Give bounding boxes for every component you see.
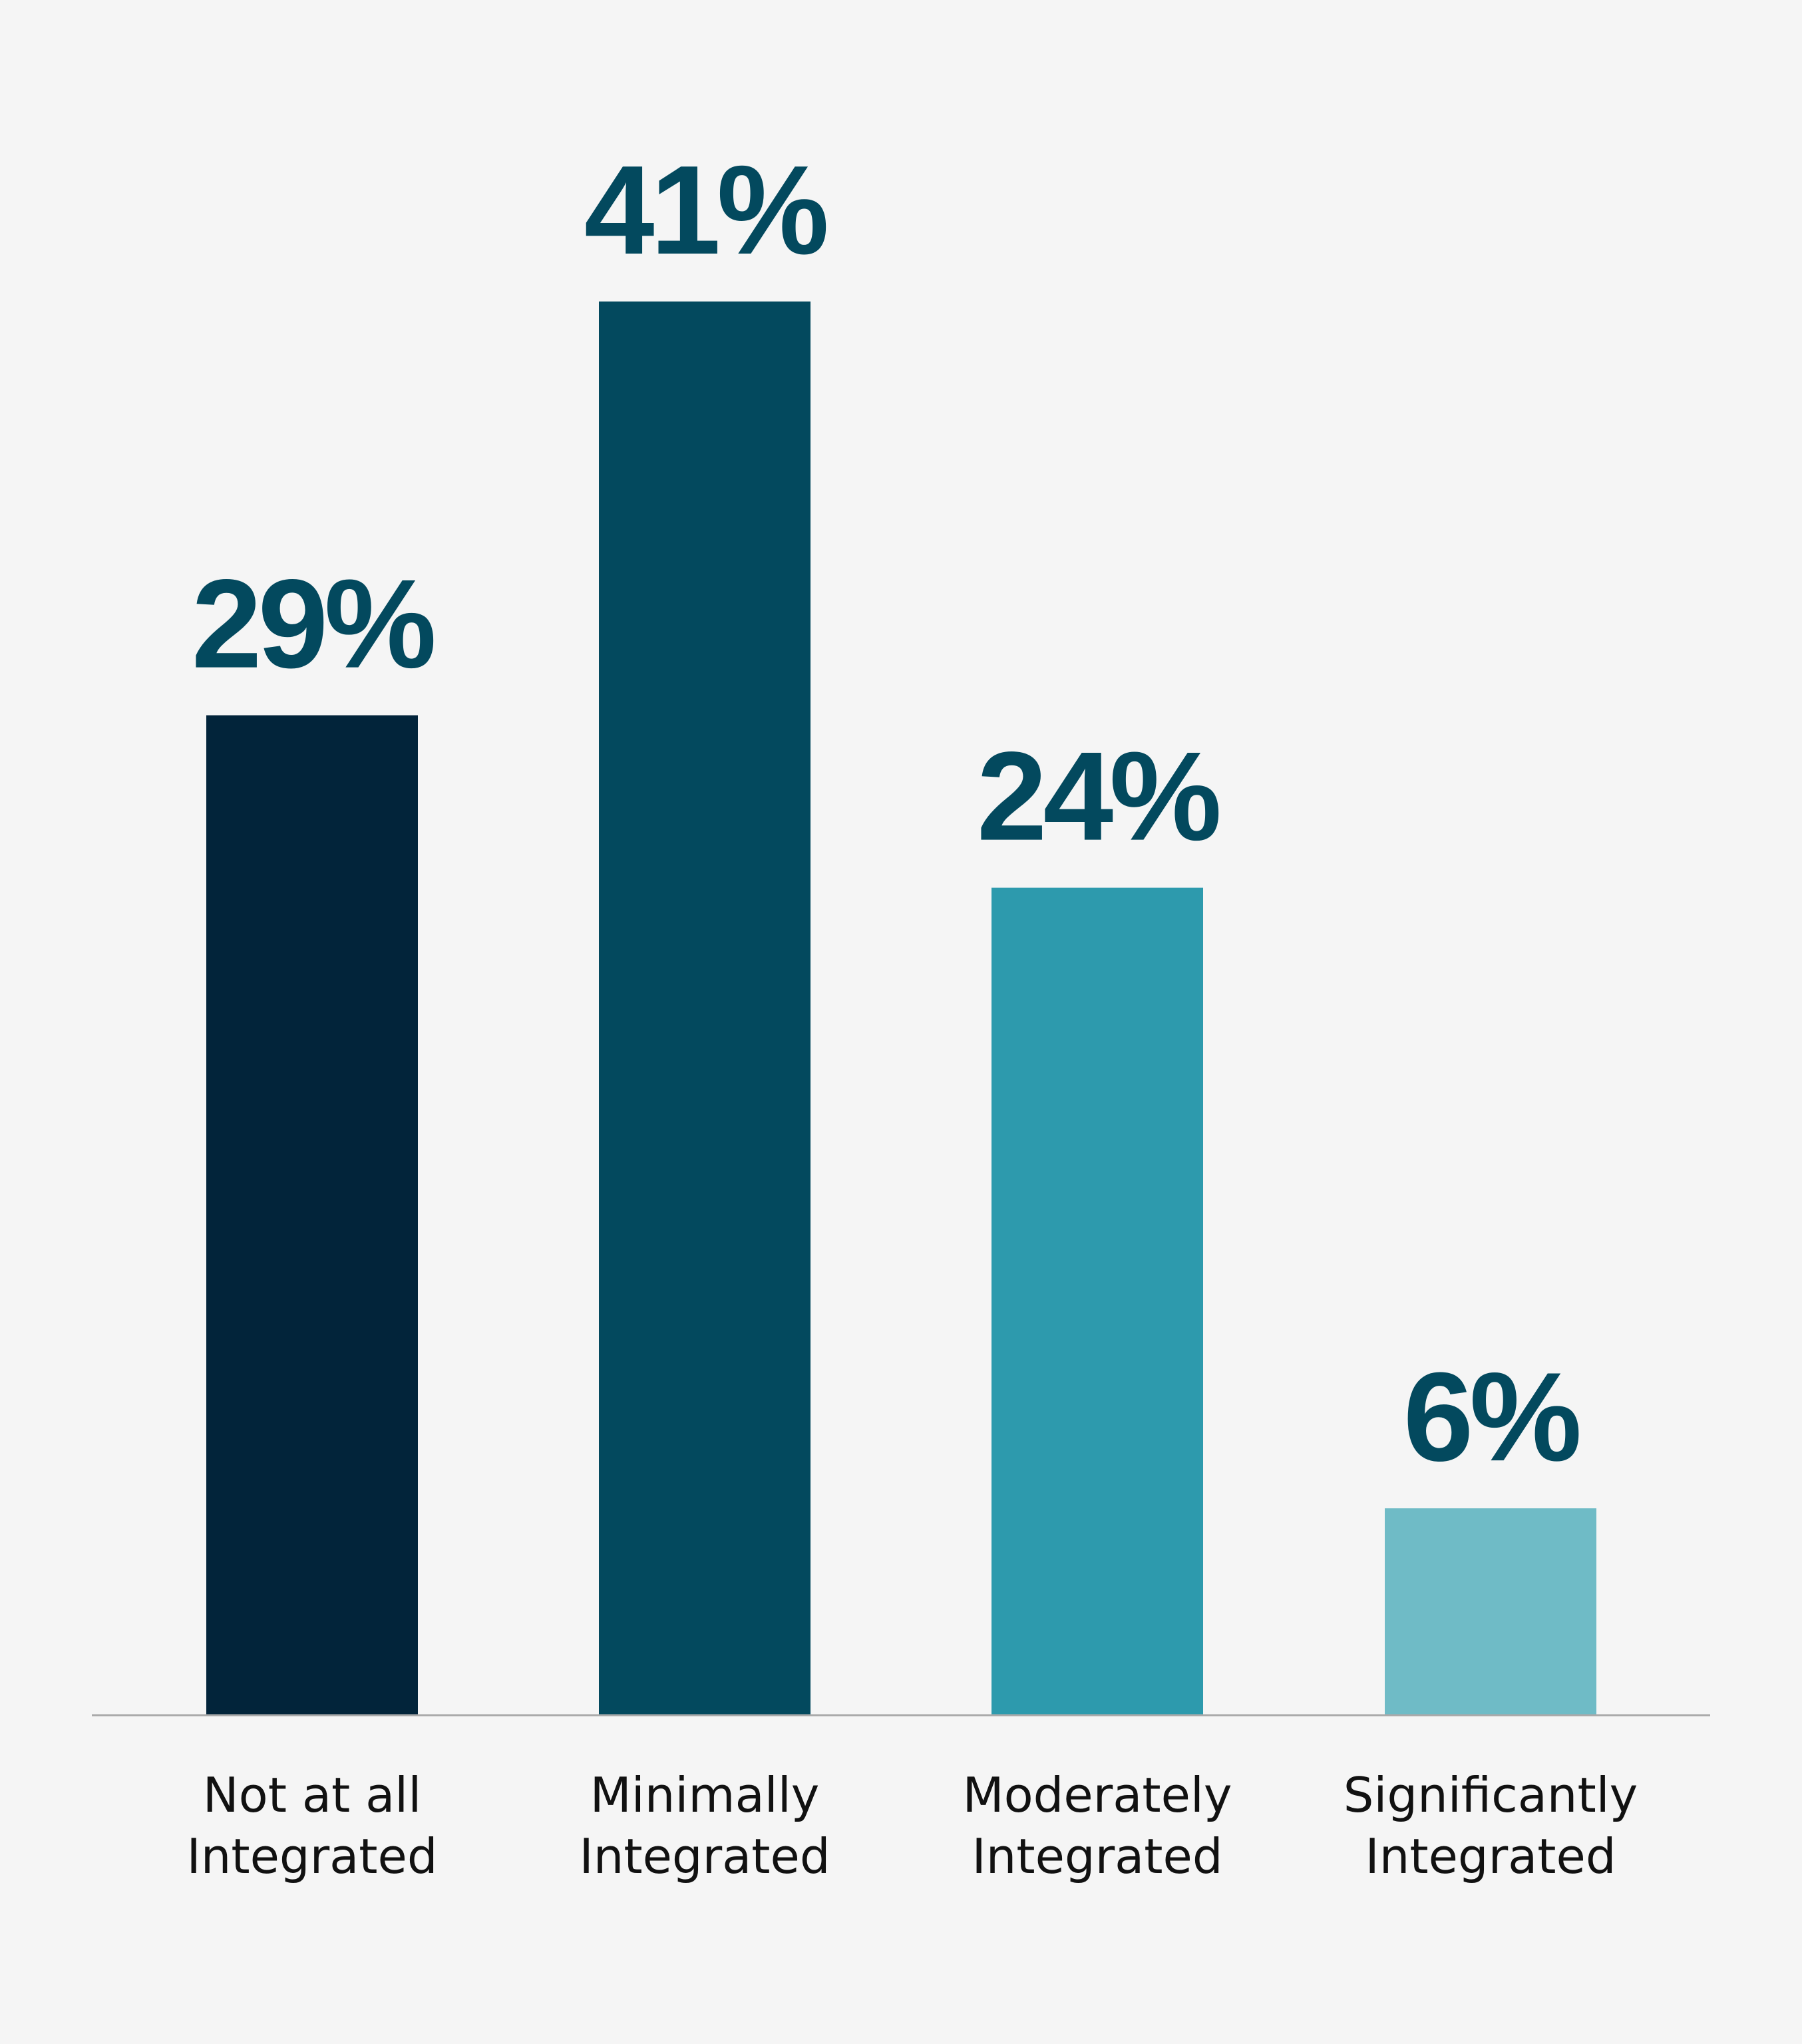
category-label-4-line-2: Integrated: [1365, 1828, 1616, 1884]
bars-group: [206, 302, 1596, 1715]
category-label-4-line-1: Significantly: [1344, 1767, 1638, 1823]
category-label-2-line-1: Minimally: [590, 1767, 820, 1823]
bar-2: [599, 302, 811, 1715]
bar-3: [991, 887, 1203, 1715]
bar-4: [1385, 1508, 1596, 1715]
category-label-3-line-1: Moderately: [962, 1767, 1232, 1823]
category-labels-group: Not at allIntegratedMinimallyIntegratedM…: [186, 1767, 1638, 1884]
category-label-1-line-2: Integrated: [186, 1828, 437, 1884]
value-label-2: 41%: [584, 140, 826, 281]
value-label-3: 24%: [977, 726, 1218, 867]
category-label-1-line-1: Not at all: [203, 1767, 421, 1823]
value-label-1: 29%: [192, 554, 433, 695]
value-label-4: 6%: [1403, 1346, 1579, 1488]
category-label-2-line-2: Integrated: [579, 1828, 830, 1884]
bar-1: [206, 715, 418, 1715]
value-labels-group: 29% 41% 24% 6%: [192, 140, 1583, 1488]
category-label-3-line-2: Integrated: [972, 1828, 1222, 1884]
